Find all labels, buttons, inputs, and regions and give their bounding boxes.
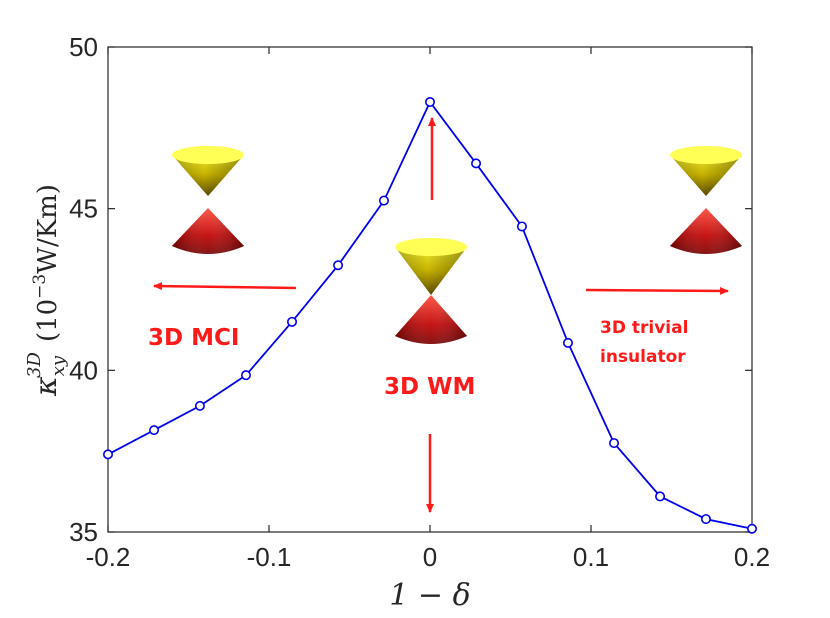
data-point bbox=[746, 523, 757, 534]
y-tick-label: 35 bbox=[69, 517, 98, 547]
data-point bbox=[103, 449, 114, 460]
y-axis-units-exp: −3 bbox=[30, 274, 50, 299]
x-axis-label: 1 − δ bbox=[389, 578, 470, 613]
data-point bbox=[609, 438, 620, 449]
dirac-cone-weyl-icon bbox=[395, 238, 467, 344]
data-point bbox=[471, 158, 482, 169]
data-point bbox=[333, 260, 344, 271]
data-point bbox=[287, 316, 298, 327]
y-axis-units: (10 bbox=[33, 299, 63, 342]
y-tick-label: 40 bbox=[69, 355, 98, 385]
data-point bbox=[516, 221, 527, 232]
y-axis-kappa: κ bbox=[29, 376, 64, 397]
y-tick-label: 50 bbox=[69, 32, 98, 62]
annotation-insulator: insulator bbox=[600, 347, 686, 367]
x-tick-label: -0.2 bbox=[86, 542, 131, 572]
x-tick-label: -0.1 bbox=[247, 542, 292, 572]
svg-text:κxy3D(10−3W/Km): κxy3D (10−3W/Km) bbox=[24, 184, 69, 397]
y-axis-label: κxy3D (10−3W/Km) bbox=[24, 184, 69, 397]
y-axis-sup: 3D bbox=[24, 351, 45, 377]
dirac-cone-gapped-left-icon bbox=[172, 146, 244, 254]
annotation-3d-wm: 3D WM bbox=[384, 374, 475, 400]
x-tick-label: 0.1 bbox=[573, 542, 609, 572]
data-point bbox=[194, 400, 205, 411]
dirac-cone-gapped-right-icon bbox=[670, 146, 742, 254]
annotation-3d-mci: 3D MCI bbox=[148, 325, 239, 351]
data-point bbox=[378, 195, 389, 206]
arrow-right bbox=[585, 286, 729, 295]
y-tick-label: 45 bbox=[69, 194, 98, 224]
data-point bbox=[240, 370, 251, 381]
y-axis-units-rest: W/Km) bbox=[33, 184, 63, 274]
annotation-3d-trivial: 3D trivial bbox=[600, 318, 688, 338]
data-point bbox=[149, 425, 160, 436]
arrow-left bbox=[153, 282, 297, 291]
data-point bbox=[424, 96, 435, 107]
y-axis-sub: xy bbox=[48, 355, 69, 376]
x-tick-label: 0 bbox=[423, 542, 437, 572]
data-point bbox=[562, 337, 573, 348]
x-tick-label: 0.2 bbox=[734, 542, 770, 572]
data-point bbox=[700, 514, 711, 525]
series-layer bbox=[103, 96, 757, 534]
data-point bbox=[655, 491, 666, 502]
ticks-layer: -0.2 -0.1 0 0.1 0.2 35 40 45 50 bbox=[69, 32, 770, 572]
